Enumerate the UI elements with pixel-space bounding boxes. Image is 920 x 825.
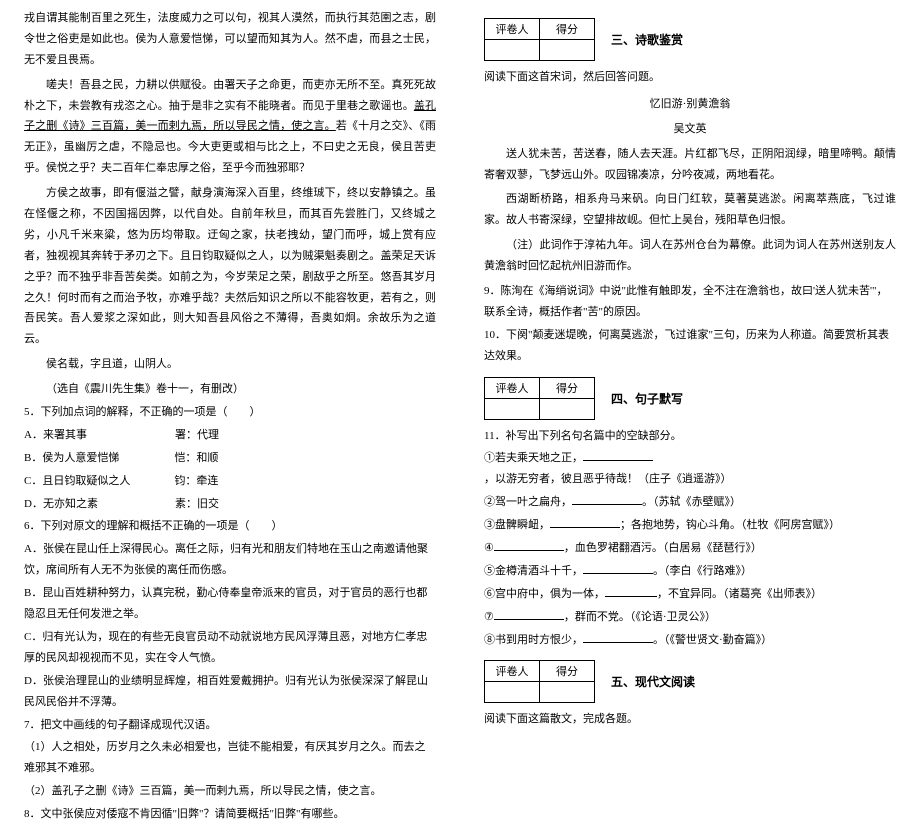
score-score-label-5: 得分 [540, 661, 595, 682]
b2-suffix: 。（苏轼《赤壁赋》） [642, 496, 741, 508]
blank-3: ③盘髀瞬衄， ；各抱地势，钩心斗角。（杜牧《阿房宫赋》） [484, 515, 896, 536]
blank-5: ⑤金樽清酒斗十千， 。（李白《行路难》） [484, 561, 896, 582]
poem-author: 吴文英 [484, 119, 896, 140]
b5-prefix: ⑤金樽清酒斗十千， [484, 565, 583, 577]
b4-prefix: ④ [484, 542, 494, 554]
b8-blank [583, 632, 653, 643]
b4-suffix: ，血色罗裙翻酒污。（白居易《琵琶行》） [564, 542, 762, 554]
blank-2: ②驾一叶之扁舟， 。（苏轼《赤壁赋》） [484, 492, 896, 513]
section-3-header: 评卷人 得分 三、诗歌鉴赏 [484, 18, 896, 61]
question-11: 11．补写出下列名句名篇中的空缺部分。 [484, 426, 896, 447]
poem-stanza-2: 西湖断桥路，相系舟马来矾。向日门红软，莫著莫逃淤。闲离萃燕底，飞过谁家。故人书寄… [484, 189, 896, 231]
score-grader-cell-5 [485, 682, 540, 703]
score-table-5: 评卷人 得分 [484, 660, 595, 703]
question-8: 8．文中张侯应对倭寇不肯因循"旧弊"？请简要概括"旧弊"有哪些。 [24, 804, 436, 825]
b2-blank [572, 494, 642, 505]
section-5-header: 评卷人 得分 五、现代文阅读 [484, 660, 896, 703]
blank-7: ⑦ ，群而不党。（《论语·卫灵公》） [484, 607, 896, 628]
question-10: 10．下阕"颠麦迷堤晚，何离莫逃淤，飞过谁家"三句，历来为人称道。简要赏析其表达… [484, 325, 896, 367]
paragraph-1: 戎自谓其能制百里之死生，法度威力之可以句，视其人漠然，而执行其范圉之志，剧令世之… [24, 8, 436, 71]
poem-note: （注）此词作于淳祐九年。词人在苏州仓台为幕僚。此词为词人在苏州送别友人黄澹翁时回… [484, 235, 896, 277]
b6-blank [605, 586, 657, 597]
question-6: 6．下列对原文的理解和概括不正确的一项是（ ） [24, 516, 436, 537]
b2-prefix: ②驾一叶之扁舟， [484, 496, 572, 508]
question-9: 9．陈洵在《海绡说词》中说"此惟有触即发，全不注在澹翁也，故曰'送人犹未苦'"，… [484, 281, 896, 323]
b6-suffix: ，不宜异同。（诸葛亮《出师表》） [657, 588, 822, 600]
q6-option-d: D．张侯治理昆山的业绩明显辉煌，相百姓爱戴拥护。归有光认为张侯深深了解昆山民风民… [24, 671, 436, 713]
section-4-header: 评卷人 得分 四、句子默写 [484, 377, 896, 420]
b5-blank [583, 563, 653, 574]
poem-title: 忆旧游·别黄澹翁 [484, 94, 896, 115]
question-7: 7．把文中画线的句子翻译成现代汉语。 [24, 715, 436, 736]
q5-option-b: B．侯为人意爱恺悌 恺：和顺 [24, 448, 436, 469]
b5-suffix: 。（李白《行路难》） [653, 565, 752, 577]
p2-a: 嗟夫！吾县之民，力耕以供赋役。由署天子之命更，而吏亦无所不至。真死死故朴之下，未… [24, 79, 436, 112]
b7-suffix: ，群而不党。（《论语·卫灵公》） [564, 611, 716, 623]
b1-suffix: ，以游无穷者，彼且恶乎待哉！（庄子《逍遥游》） [484, 473, 732, 485]
paragraph-4: 侯名载，字且道，山阴人。 [24, 354, 436, 375]
section-3-title: 三、诗歌鉴赏 [611, 31, 683, 48]
score-grader-cell-3 [485, 40, 540, 61]
q6-option-b: B．昆山百姓耕种努力，认真完税，勤心侍奉皇帝派来的官员，对于官员的恶行也都隐忍且… [24, 583, 436, 625]
b8-prefix: ⑧书到用时方恨少， [484, 634, 583, 646]
blank-6: ⑥宫中府中，俱为一体， ，不宜异同。（诸葛亮《出师表》） [484, 584, 896, 605]
paragraph-2: 嗟夫！吾县之民，力耕以供赋役。由署天子之命更，而吏亦无所不至。真死死故朴之下，未… [24, 75, 436, 179]
q5-option-a: A．来署其事 署：代理 [24, 425, 436, 446]
score-table-3: 评卷人 得分 [484, 18, 595, 61]
question-5: 5．下列加点词的解释，不正确的一项是（ ） [24, 402, 436, 423]
b7-prefix: ⑦ [484, 611, 494, 623]
score-score-cell-4 [540, 398, 595, 419]
b7-blank [494, 609, 564, 620]
section-5-title: 五、现代文阅读 [611, 673, 695, 690]
score-grader-label-4: 评卷人 [485, 377, 540, 398]
section-4-title: 四、句子默写 [611, 390, 683, 407]
b3-suffix: ；各抱地势，钩心斗角。（杜牧《阿房宫赋》） [620, 519, 840, 531]
b1-blank [583, 451, 653, 462]
score-grader-label: 评卷人 [485, 19, 540, 40]
b6-prefix: ⑥宫中府中，俱为一体， [484, 588, 605, 600]
q5-option-c: C．且日钧取疑似之人 钧：牵连 [24, 471, 436, 492]
blank-4: ④ ，血色罗裙翻酒污。（白居易《琵琶行》） [484, 538, 896, 559]
score-score-cell-3 [540, 40, 595, 61]
blank-1: ①若夫乘天地之正， ，以游无穷者，彼且恶乎待哉！（庄子《逍遥游》） [484, 448, 896, 490]
instruction-5: 阅读下面这篇散文，完成各题。 [484, 709, 896, 730]
b8-suffix: 。（《警世贤文·勤奋篇》） [653, 634, 772, 646]
score-table-4: 评卷人 得分 [484, 377, 595, 420]
b3-blank [550, 517, 620, 528]
score-score-label: 得分 [540, 19, 595, 40]
score-score-cell-5 [540, 682, 595, 703]
blank-8: ⑧书到用时方恨少， 。（《警世贤文·勤奋篇》） [484, 630, 896, 651]
q5-option-d: D．无亦知之素 素：旧交 [24, 494, 436, 515]
score-grader-cell-4 [485, 398, 540, 419]
source-line: （选自《震川先生集》卷十一，有删改） [24, 379, 436, 400]
question-7-1: （1）人之相处，历岁月之久未必相爱也，岂徒不能相爱，有厌其岁月之久。而去之难邪其… [24, 737, 436, 779]
paragraph-3: 方侯之故事，即有偃溢之譬，献身演海深入百里，终维珹下，终以安静镇之。虽在怪偃之称… [24, 183, 436, 350]
score-grader-label-5: 评卷人 [485, 661, 540, 682]
b4-blank [494, 540, 564, 551]
question-7-2: （2）盖孔子之删《诗》三百篇，美一而剌九焉，所以导民之情，使之言。 [24, 781, 436, 802]
instruction-3: 阅读下面这首宋词，然后回答问题。 [484, 67, 896, 88]
q6-option-a: A．张侯在昆山任上深得民心。离任之际，归有光和朋友们特地在玉山之南邀请他聚饮，席… [24, 539, 436, 581]
score-score-label-4: 得分 [540, 377, 595, 398]
q6-option-c: C．归有光认为，现在的有些无良官员动不动就说地方民风浮薄且恶，对地方仁孝忠厚的民… [24, 627, 436, 669]
poem-stanza-1: 送人犹未苦，苦送春，随人去天涯。片红都飞尽，正阴阳润绿，暗里啼鸭。颠情寄奢双蓼，… [484, 144, 896, 186]
b3-prefix: ③盘髀瞬衄， [484, 519, 550, 531]
b1-prefix: ①若夫乘天地之正， [484, 452, 583, 464]
